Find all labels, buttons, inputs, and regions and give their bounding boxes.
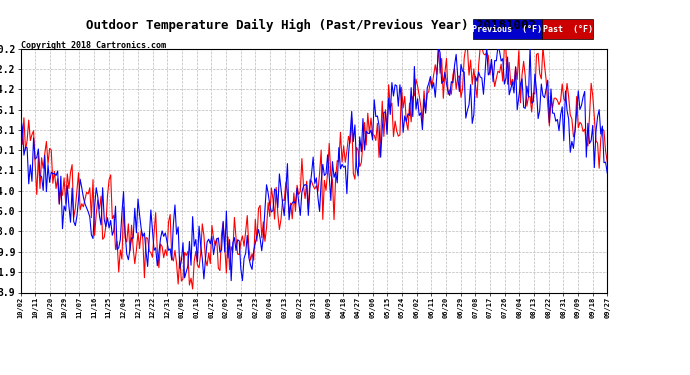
Text: Copyright 2018 Cartronics.com: Copyright 2018 Cartronics.com <box>21 41 166 50</box>
Text: Past  (°F): Past (°F) <box>542 25 593 34</box>
Text: Previous  (°F): Previous (°F) <box>472 25 542 34</box>
Text: Outdoor Temperature Daily High (Past/Previous Year) 20181002: Outdoor Temperature Daily High (Past/Pre… <box>86 19 535 32</box>
